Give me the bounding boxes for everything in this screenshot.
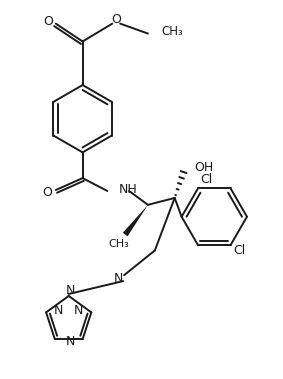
Text: N: N [66, 283, 75, 296]
Text: N: N [65, 335, 75, 348]
Text: O: O [42, 186, 52, 199]
Text: NH: NH [119, 183, 138, 196]
Text: CH₃: CH₃ [162, 25, 184, 38]
Polygon shape [123, 205, 148, 236]
Text: Cl: Cl [200, 173, 212, 186]
Text: O: O [111, 13, 121, 26]
Text: O: O [43, 15, 53, 28]
Text: CH₃: CH₃ [109, 240, 130, 249]
Text: Cl: Cl [233, 244, 246, 257]
Text: N: N [74, 304, 83, 317]
Text: N: N [54, 304, 63, 317]
Text: N: N [113, 272, 123, 285]
Text: OH: OH [194, 161, 214, 174]
